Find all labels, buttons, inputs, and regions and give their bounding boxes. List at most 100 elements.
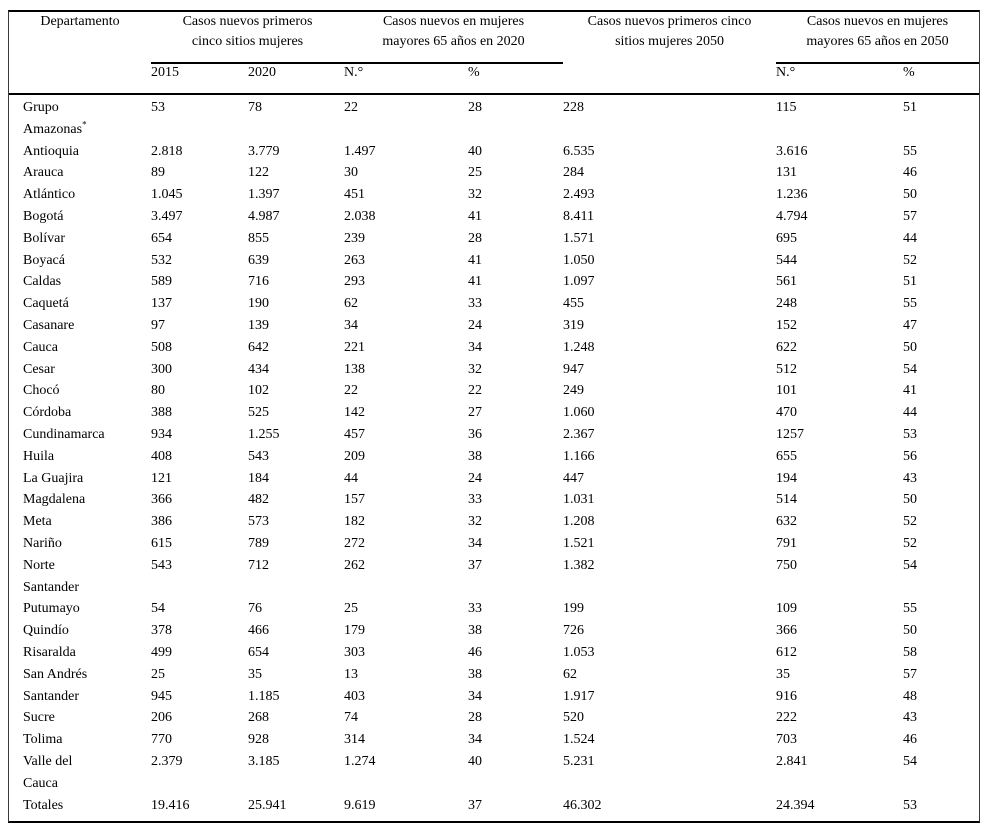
value-cell: 2.379 <box>151 753 183 769</box>
value-cell: 115 <box>776 100 797 115</box>
value-cell: 726 <box>563 623 585 639</box>
value-cell: 248 <box>776 296 798 312</box>
department-name-cell: Bolívar <box>23 230 65 246</box>
value-cell: 3.779 <box>248 143 280 159</box>
value-cell: 41 <box>903 383 918 399</box>
value-cell: 2.367 <box>563 426 595 442</box>
table-row: Bolívar 654 855 239 28 1.571 695 44 <box>9 228 979 250</box>
col-header-departamento: Departamento <box>40 14 120 29</box>
value-cell: 34 <box>468 535 483 551</box>
value-cell: 388 <box>151 405 172 421</box>
value-cell: 184 <box>248 470 269 486</box>
value-cell: 54 <box>903 361 918 377</box>
value-cell: 41 <box>468 252 483 268</box>
value-cell: 54 <box>151 601 165 617</box>
value-cell: 482 <box>248 492 269 508</box>
value-cell: 1.397 <box>248 187 280 203</box>
cancer-cases-table: Departamento Casos nuevos primeros cinco… <box>9 12 979 816</box>
value-cell: 544 <box>776 252 798 268</box>
table-row: Meta 386 573 182 32 1.208 632 52 <box>9 511 979 533</box>
col-group-new-cases-2015-2020: Casos nuevos primeros cinco sitios mujer… <box>151 12 345 64</box>
value-cell: 36 <box>468 426 483 442</box>
subheader-2015: 2015 <box>151 63 248 95</box>
table-row: Nariño 615 789 272 34 1.521 791 52 <box>9 533 979 555</box>
value-cell: 102 <box>248 383 269 399</box>
value-cell: 44 <box>903 230 918 246</box>
value-cell: 6.535 <box>563 143 595 159</box>
table-row: Casanare 97 139 34 24 319 152 47 <box>9 315 979 337</box>
value-cell: 1.053 <box>563 644 595 660</box>
value-cell: 22 <box>468 383 483 399</box>
value-cell: 38 <box>468 448 483 464</box>
value-cell: 24 <box>468 470 483 486</box>
value-cell: 615 <box>151 535 172 551</box>
value-cell: 35 <box>776 666 791 682</box>
value-cell: 1.382 <box>563 557 595 573</box>
value-cell: 47 <box>903 317 918 333</box>
value-cell: 499 <box>151 644 172 660</box>
value-cell: 190 <box>248 296 269 312</box>
department-name-cell: Cauca <box>23 339 58 355</box>
value-cell: 543 <box>248 448 269 464</box>
value-cell: 947 <box>563 361 585 377</box>
value-cell: 179 <box>344 623 366 639</box>
value-cell: 1257 <box>776 426 805 442</box>
footnote-asterisk: * <box>82 119 87 130</box>
value-cell: 53 <box>151 100 165 115</box>
value-cell: 2.038 <box>344 208 376 224</box>
value-cell: 1.060 <box>563 405 595 421</box>
value-cell: 33 <box>468 296 483 312</box>
value-cell: 561 <box>776 274 798 290</box>
value-cell: 43 <box>903 470 918 486</box>
value-cell: 34 <box>468 732 483 748</box>
value-cell: 789 <box>248 535 269 551</box>
value-cell: 4.794 <box>776 208 808 224</box>
value-cell: 1.166 <box>563 448 595 464</box>
subheader-n-2020: N.° <box>344 63 469 95</box>
value-cell: 1.521 <box>563 535 595 551</box>
value-cell: 33 <box>468 601 483 617</box>
department-name-cell: Meta <box>23 514 52 530</box>
department-name-cell: Caldas <box>23 274 62 290</box>
value-cell: 34 <box>468 688 483 704</box>
subheader-2020: 2020 <box>248 63 345 95</box>
department-name-cell: Norte Santander <box>23 557 79 595</box>
table-row: Grupo Amazonas* 53 78 22 28 228 115 51 <box>9 94 979 141</box>
value-cell: 62 <box>344 296 359 312</box>
value-cell: 9.619 <box>344 797 376 813</box>
value-cell: 3.185 <box>248 753 280 769</box>
value-cell: 37 <box>468 797 483 813</box>
value-cell: 52 <box>903 535 918 551</box>
value-cell: 139 <box>248 317 269 333</box>
value-cell: 5.231 <box>563 753 595 769</box>
value-cell: 50 <box>903 339 918 355</box>
subheader-n-2050: N.° <box>776 63 904 95</box>
value-cell: 1.236 <box>776 187 808 203</box>
value-cell: 152 <box>776 317 798 333</box>
value-cell: 512 <box>776 361 798 377</box>
value-cell: 37 <box>468 557 483 573</box>
value-cell: 1.208 <box>563 514 595 530</box>
value-cell: 1.248 <box>563 339 595 355</box>
value-cell: 378 <box>151 623 172 639</box>
value-cell: 514 <box>776 492 798 508</box>
value-cell: 25 <box>468 165 483 181</box>
value-cell: 403 <box>344 688 366 704</box>
value-cell: 1.571 <box>563 230 595 246</box>
value-cell: 3.616 <box>776 143 808 159</box>
value-cell: 55 <box>903 296 918 312</box>
value-cell: 44 <box>903 405 918 421</box>
value-cell: 55 <box>903 143 918 159</box>
value-cell: 934 <box>151 426 172 442</box>
value-cell: 1.031 <box>563 492 595 508</box>
value-cell: 51 <box>903 100 918 115</box>
table-body: Grupo Amazonas* 53 78 22 28 228 115 51 Antioquia 2… <box>9 94 979 816</box>
table-row: Antioquia 2.818 3.779 1.497 40 6.535 3.616 55 <box>9 141 979 163</box>
value-cell: 543 <box>151 557 172 573</box>
department-name-cell: Santander <box>23 688 79 704</box>
value-cell: 791 <box>776 535 798 551</box>
value-cell: 1.185 <box>248 688 280 704</box>
value-cell: 1.274 <box>344 753 376 769</box>
value-cell: 451 <box>344 187 366 203</box>
